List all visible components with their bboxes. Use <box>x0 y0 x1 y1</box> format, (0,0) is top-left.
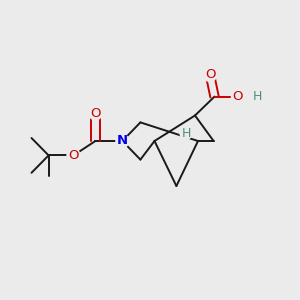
Circle shape <box>251 90 264 103</box>
Circle shape <box>203 68 217 82</box>
Text: H: H <box>181 127 191 140</box>
Circle shape <box>88 106 103 121</box>
Text: H: H <box>253 90 262 103</box>
Circle shape <box>66 148 81 163</box>
Text: O: O <box>233 90 243 103</box>
Circle shape <box>231 89 245 104</box>
Circle shape <box>115 134 130 148</box>
Text: N: N <box>117 134 128 148</box>
Text: O: O <box>68 149 79 162</box>
Text: O: O <box>205 68 215 82</box>
Text: O: O <box>90 107 101 120</box>
Circle shape <box>179 127 193 140</box>
